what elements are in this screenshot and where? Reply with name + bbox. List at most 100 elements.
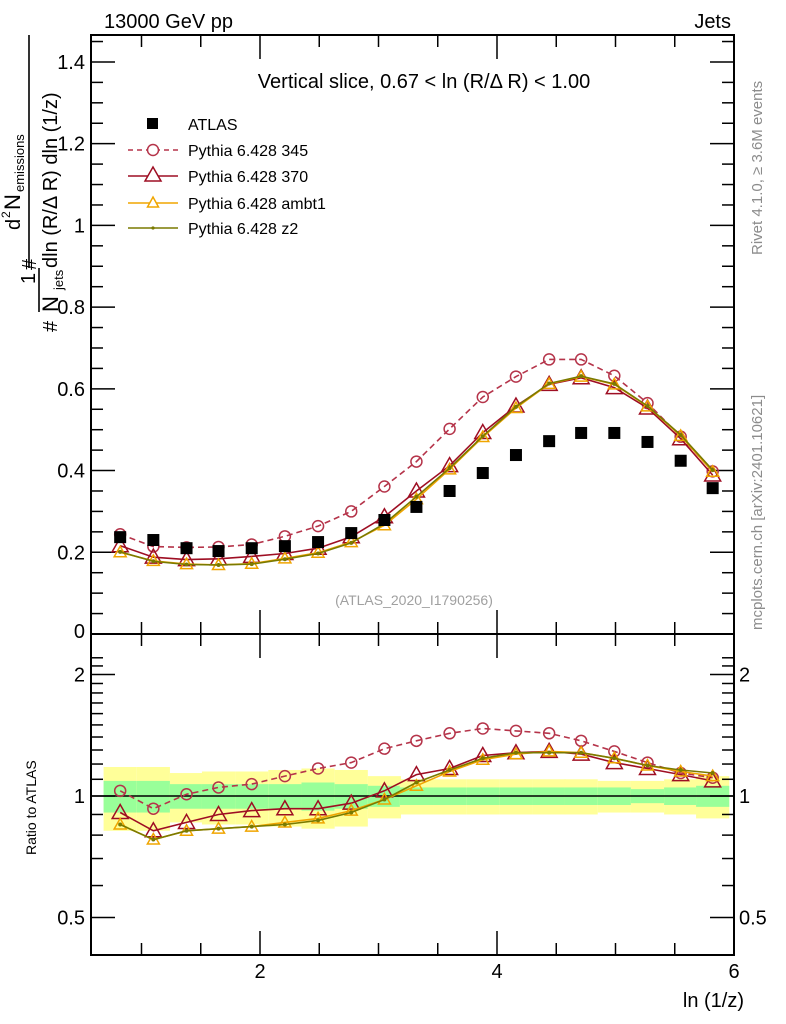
pythia-6-428-ambt1-point	[640, 398, 655, 412]
pythia-6-428-ambt1-point	[573, 369, 589, 382]
pythia-6-428-345-ratio-point	[147, 802, 160, 815]
pythia-6-428-345-ratio-point	[180, 788, 193, 801]
y-axis-label: # 1 N jets # d 2 N emissions dln (R/Δ R)…	[0, 35, 66, 332]
chart-title: Vertical slice, 0.67 < ln (R/Δ R) < 1.00	[258, 71, 590, 93]
analysis-watermark: (ATLAS_2020_I1790256)	[335, 592, 493, 608]
atlas-point	[312, 536, 325, 549]
atlas-point	[180, 542, 193, 555]
pythia-6-428-z2-point	[414, 494, 419, 499]
pythia-6-428-z2-ratio-point	[151, 837, 156, 842]
y-label-frac2-num-d: d	[3, 219, 25, 230]
pythia-6-428-z2-ratio-point	[282, 822, 287, 827]
axes	[90, 34, 735, 956]
y-label-frac2-num-sup: 2	[0, 211, 13, 218]
atlas-point	[245, 542, 258, 555]
pythia-6-428-ambt1-point	[277, 550, 293, 564]
pythia-6-428-z2-ratio-point	[316, 818, 321, 823]
pythia-6-428-z2-ratio-point	[547, 750, 552, 755]
legend-item-z2: Pythia 6.428 z2	[128, 221, 298, 238]
pythia-6-428-z2-ratio-point	[513, 750, 518, 755]
atlas-point	[641, 435, 654, 448]
pythia-6-428-z2-ratio-point	[447, 767, 452, 772]
pythia-6-428-ambt1-ratio-point	[343, 803, 359, 816]
pythia-6-428-z2-point	[249, 562, 254, 567]
pythia-6-428-z2-point	[184, 562, 189, 567]
pythia-6-428-370-ratio-point	[177, 812, 196, 830]
header-right: Jets	[694, 11, 731, 33]
pythia-6-428-345-ratio-point	[476, 722, 490, 735]
pythia-6-428-370-ratio-point	[605, 753, 624, 770]
pythia-6-428-z2-ratio-point	[118, 822, 123, 827]
pythia-6-428-345-ratio-point	[212, 781, 225, 794]
pythia-6-428-345-ratio-point	[542, 727, 556, 740]
y-tick-label: 0.6	[57, 379, 85, 401]
legend-marker-atlas	[147, 118, 158, 129]
header-left: 13000 GeV pp	[104, 11, 233, 33]
pythia-6-428-345-point	[311, 519, 325, 533]
y-label-frac2-den: dln (R/Δ R) dln (1/z)	[40, 92, 62, 268]
pythia-6-428-345-ratio-point	[410, 734, 423, 748]
pythia-6-428-z2-ratio-point	[349, 810, 354, 815]
pythia-6-428-ambt1-ratio-point	[541, 743, 557, 757]
y-tick-label: 0.8	[57, 297, 85, 319]
pythia-6-428-z2-ratio-point	[645, 763, 650, 768]
pythia-6-428-z2-ratio-point	[249, 824, 254, 829]
pythia-6-428-ambt1-point	[442, 461, 457, 475]
pythia-6-428-z2-point	[216, 562, 221, 567]
y-tick-label: 0.4	[57, 461, 85, 483]
atlas-point	[147, 534, 160, 547]
atlas-point	[410, 500, 423, 513]
atlas-point	[212, 545, 225, 558]
pythia-6-428-z2-ratio-point	[216, 826, 221, 831]
pythia-6-428-z2-point	[282, 557, 287, 562]
pythia-6-428-345-point	[574, 353, 588, 366]
pythia-6-428-z2-point	[612, 381, 617, 386]
pythia-6-428-370-ratio-point	[539, 741, 559, 759]
pythia-6-428-z2-ratio-point	[414, 780, 419, 785]
atlas-point	[674, 454, 687, 467]
y-tick-label: 1.4	[57, 52, 85, 74]
atlas-point	[543, 435, 556, 448]
pythia-6-428-345-ratio-point	[443, 727, 456, 740]
x-tick-label: 6	[728, 961, 739, 983]
pythia-6-428-z2-point	[349, 540, 354, 545]
atlas-point	[706, 482, 719, 495]
atlas-point	[608, 426, 621, 439]
atlas-point	[443, 484, 456, 497]
legend-label-z2: Pythia 6.428 z2	[188, 221, 298, 238]
pythia-6-428-345-point	[344, 505, 358, 518]
pythia-6-428-ambt1-ratio-point	[310, 810, 326, 824]
pythia-6-428-345-ratio-point	[378, 742, 391, 755]
y-label-frac2-num-sub: emissions	[12, 134, 27, 192]
x-tick-label: 2	[254, 961, 265, 983]
y-label-frac1-den: N	[38, 296, 63, 312]
atlas-point	[509, 449, 522, 462]
pythia-6-428-ambt1-point	[112, 544, 128, 558]
pythia-6-428-370-point	[473, 423, 493, 440]
pythia-6-428-370-ratio-point	[209, 804, 228, 822]
pythia-6-428-z2-point	[513, 404, 518, 409]
legend-marker-345	[146, 143, 160, 157]
x-axis-label: ln (1/z)	[683, 990, 744, 1012]
pythia-6-428-345-point	[542, 353, 556, 366]
y-tick-label: 0	[74, 621, 85, 643]
pythia-6-428-345-point	[378, 480, 391, 493]
pythia-6-428-z2-ratio-point	[579, 750, 584, 755]
pythia-6-428-z2-ratio-point	[710, 771, 715, 776]
ratio-tick-label: 1	[74, 786, 85, 808]
atlas-point	[378, 514, 391, 527]
ratio-uncertainty-bands	[103, 766, 730, 831]
atlas-point	[476, 467, 489, 480]
pythia-6-428-370-ratio-point	[242, 801, 261, 818]
pythia-6-428-345-line	[119, 358, 714, 549]
pythia-6-428-ambt1-line	[119, 375, 714, 566]
y-label-frac1-num: 1	[18, 273, 40, 284]
side-label-bottom: mcplots.cern.ch [arXiv:2401.10621]	[749, 395, 766, 630]
atlas-point	[345, 527, 358, 540]
pythia-6-428-z2-line	[119, 375, 714, 566]
pythia-6-428-345-point	[410, 455, 423, 468]
pythia-6-428-z2-point	[118, 549, 123, 554]
pythia-6-428-345-ratio-point	[278, 769, 292, 783]
legend-label-345: Pythia 6.428 345	[188, 143, 308, 160]
